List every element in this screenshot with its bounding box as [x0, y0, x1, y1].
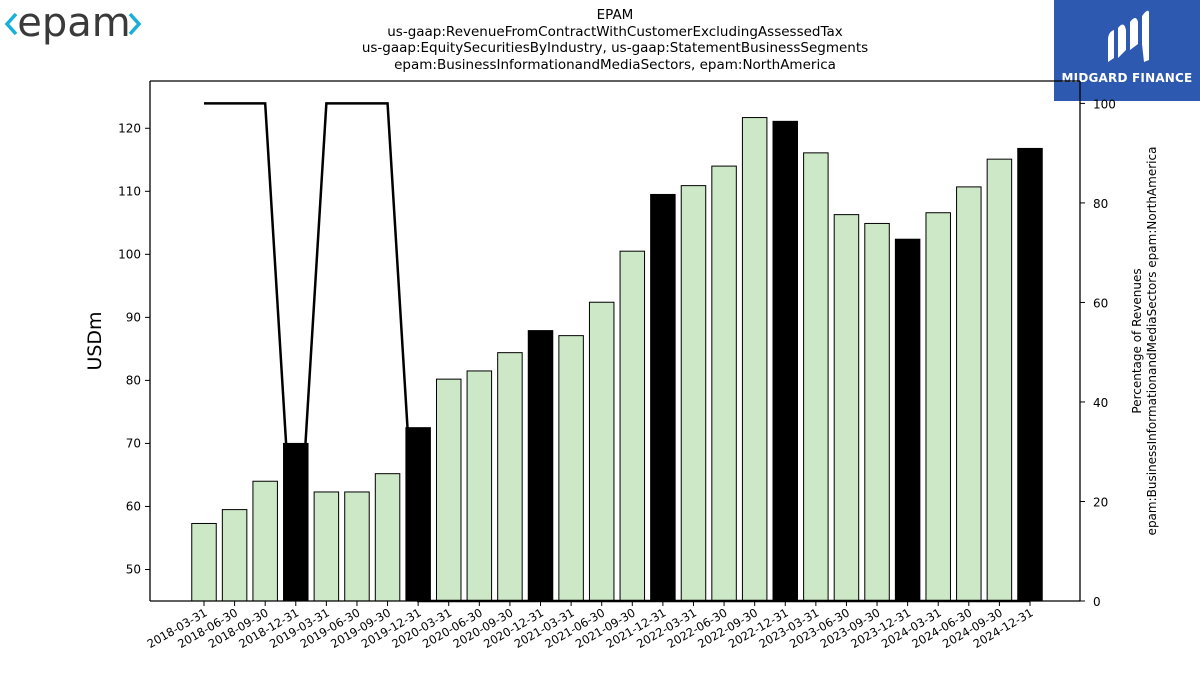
chart-title-line: epam:BusinessInformationandMediaSectors,… [394, 56, 836, 73]
y2-tick-label: 100 [1093, 97, 1116, 111]
y-tick-label: 100 [118, 247, 141, 261]
epam-logo: epam [4, 0, 144, 56]
bar [864, 222, 890, 602]
bar [466, 370, 493, 602]
bar [986, 158, 1013, 602]
bar [680, 185, 707, 602]
y-axis-label-text: USDm [84, 311, 106, 370]
bar [313, 491, 340, 602]
left-chevron-icon [4, 12, 18, 36]
bar [558, 335, 584, 602]
y2-axis-label: Percentage of Revenues epam:BusinessInfor… [1130, 147, 1159, 536]
bar [803, 152, 829, 602]
bar [925, 212, 951, 602]
y-tick-label: 80 [126, 373, 141, 387]
bar [497, 352, 523, 602]
bar [956, 186, 982, 602]
brand-name: MIDGARD FINANCE [1061, 71, 1193, 85]
bar [833, 214, 860, 602]
y-tick-label: 60 [126, 499, 141, 513]
bar [344, 491, 370, 602]
bar [741, 117, 768, 602]
y-axis-label: USDm [84, 311, 106, 370]
y2-tick-label: 0 [1093, 595, 1101, 609]
y-tick-label: 50 [126, 562, 141, 576]
bar [374, 473, 401, 602]
bar [191, 522, 217, 602]
bar [252, 480, 278, 602]
y2-tick-label: 60 [1093, 296, 1108, 310]
midgard-m-icon [1108, 10, 1149, 63]
bar [221, 509, 248, 602]
bar [711, 165, 737, 602]
y-tick-label: 70 [126, 436, 141, 450]
chart-title: EPAM us-gaap:RevenueFromContractWithCust… [300, 7, 930, 73]
epam-logo-graphic: epam [4, 0, 142, 46]
bars-layer [191, 117, 1043, 602]
bar [588, 301, 615, 602]
bar [619, 250, 646, 602]
chart-title-line: us-gaap:RevenueFromContractWithCustomerE… [387, 23, 843, 40]
y2-tick-label: 80 [1093, 197, 1108, 211]
y2-tick-label: 20 [1093, 495, 1108, 509]
bar [1017, 147, 1043, 602]
y2-axis-label-line: epam:BusinessInformationandMediaSectors … [1145, 147, 1159, 536]
bar [894, 238, 921, 602]
bar [435, 378, 462, 602]
y2-tick-label: 40 [1093, 396, 1108, 410]
bar [772, 120, 799, 602]
midgard-finance-logo: MIDGARD FINANCE [1054, 0, 1200, 101]
bar [650, 193, 676, 602]
chart-title-line: us-gaap:EquitySecuritiesByIndustry, us-g… [361, 40, 869, 56]
y2-axis-label-line: Percentage of Revenues [1130, 268, 1144, 413]
bar [527, 330, 554, 602]
epam-logo-text: epam [17, 0, 130, 46]
y-tick-label: 90 [126, 310, 141, 324]
y-tick-label: 120 [118, 121, 141, 135]
y-tick-label: 110 [118, 184, 141, 198]
chart-title-line: EPAM [596, 7, 634, 23]
right-chevron-icon [128, 12, 142, 36]
